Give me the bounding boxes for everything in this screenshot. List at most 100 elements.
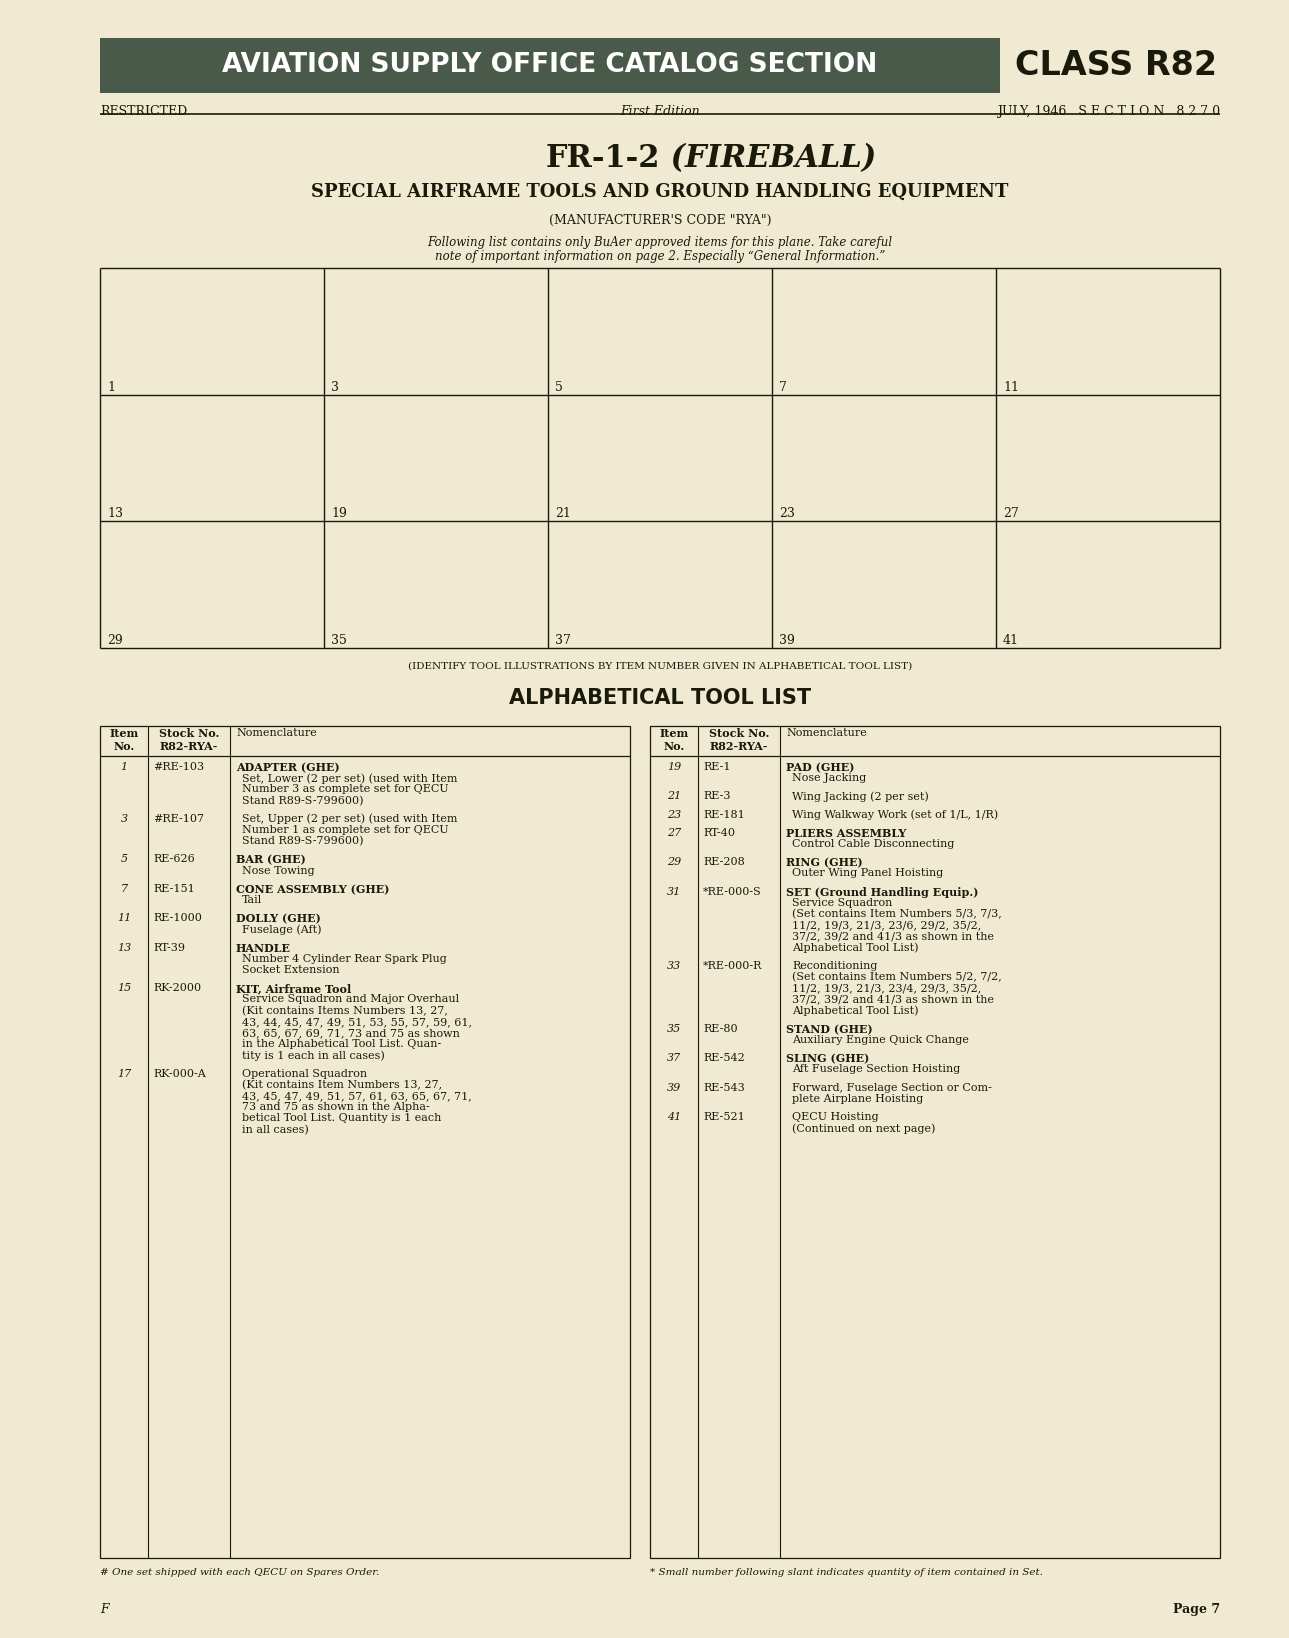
Text: 23: 23 bbox=[666, 809, 681, 819]
Text: SLING (GHE): SLING (GHE) bbox=[786, 1053, 869, 1065]
Bar bbox=[650, 726, 1219, 1558]
Text: 11: 11 bbox=[117, 914, 131, 924]
Text: Item
No.: Item No. bbox=[660, 727, 688, 752]
Bar bbox=[101, 38, 1000, 93]
Text: Stand R89-S-799600): Stand R89-S-799600) bbox=[242, 796, 363, 806]
Text: Nose Towing: Nose Towing bbox=[242, 865, 315, 876]
Text: note of important information on page 2. Especially “General Information.”: note of important information on page 2.… bbox=[434, 251, 886, 264]
Text: Item
No.: Item No. bbox=[110, 727, 139, 752]
Text: Stand R89-S-799600): Stand R89-S-799600) bbox=[242, 837, 363, 847]
Text: RE-3: RE-3 bbox=[703, 791, 731, 801]
Text: Control Cable Disconnecting: Control Cable Disconnecting bbox=[791, 839, 954, 848]
Text: (Set contains Item Numbers 5/2, 7/2,: (Set contains Item Numbers 5/2, 7/2, bbox=[791, 971, 1002, 983]
Text: Wing Walkway Work (set of 1/L, 1/R): Wing Walkway Work (set of 1/L, 1/R) bbox=[791, 809, 998, 821]
Text: 13: 13 bbox=[107, 508, 122, 521]
Text: 3: 3 bbox=[120, 814, 128, 824]
Text: Alphabetical Tool List): Alphabetical Tool List) bbox=[791, 942, 919, 953]
Text: 31: 31 bbox=[666, 886, 681, 896]
Text: (Continued on next page): (Continued on next page) bbox=[791, 1124, 936, 1133]
Text: RE-181: RE-181 bbox=[703, 809, 745, 819]
Text: RT-39: RT-39 bbox=[153, 942, 186, 953]
Text: 37/2, 39/2 and 41/3 as shown in the: 37/2, 39/2 and 41/3 as shown in the bbox=[791, 932, 994, 942]
Text: RE-1000: RE-1000 bbox=[153, 914, 202, 924]
Text: 33: 33 bbox=[666, 962, 681, 971]
Text: 17: 17 bbox=[117, 1068, 131, 1078]
Text: PAD (GHE): PAD (GHE) bbox=[786, 762, 855, 773]
Text: 5: 5 bbox=[556, 380, 563, 393]
Text: 7: 7 bbox=[120, 885, 128, 894]
Text: 11/2, 19/3, 21/3, 23/6, 29/2, 35/2,: 11/2, 19/3, 21/3, 23/6, 29/2, 35/2, bbox=[791, 921, 981, 930]
Text: #RE-107: #RE-107 bbox=[153, 814, 204, 824]
Text: 13: 13 bbox=[117, 942, 131, 953]
Text: Aft Fuselage Section Hoisting: Aft Fuselage Section Hoisting bbox=[791, 1065, 960, 1075]
Text: F: F bbox=[101, 1604, 108, 1617]
Text: betical Tool List. Quantity is 1 each: betical Tool List. Quantity is 1 each bbox=[242, 1114, 441, 1124]
Text: Alphabetical Tool List): Alphabetical Tool List) bbox=[791, 1006, 919, 1016]
Text: (Kit contains Item Numbers 13, 27,: (Kit contains Item Numbers 13, 27, bbox=[242, 1079, 442, 1091]
Text: RK-2000: RK-2000 bbox=[153, 983, 201, 993]
Text: #RE-103: #RE-103 bbox=[153, 762, 204, 771]
Text: RE-626: RE-626 bbox=[153, 855, 195, 865]
Text: 63, 65, 67, 69, 71, 73 and 75 as shown: 63, 65, 67, 69, 71, 73 and 75 as shown bbox=[242, 1029, 460, 1038]
Text: plete Airplane Hoisting: plete Airplane Hoisting bbox=[791, 1094, 923, 1104]
Text: STAND (GHE): STAND (GHE) bbox=[786, 1024, 873, 1035]
Text: (Set contains Item Numbers 5/3, 7/3,: (Set contains Item Numbers 5/3, 7/3, bbox=[791, 909, 1002, 919]
Text: 1: 1 bbox=[120, 762, 128, 771]
Text: Stock No.
R82-RYA-: Stock No. R82-RYA- bbox=[159, 727, 219, 752]
Text: CONE ASSEMBLY (GHE): CONE ASSEMBLY (GHE) bbox=[236, 885, 389, 894]
Text: BAR (GHE): BAR (GHE) bbox=[236, 855, 305, 865]
Text: QECU Hoisting: QECU Hoisting bbox=[791, 1112, 879, 1122]
Text: Tail: Tail bbox=[242, 894, 262, 906]
Text: tity is 1 each in all cases): tity is 1 each in all cases) bbox=[242, 1050, 384, 1061]
Text: PLIERS ASSEMBLY: PLIERS ASSEMBLY bbox=[786, 827, 906, 839]
Text: Number 1 as complete set for QECU: Number 1 as complete set for QECU bbox=[242, 826, 449, 835]
Text: 3: 3 bbox=[331, 380, 339, 393]
Text: *RE-000-R: *RE-000-R bbox=[703, 962, 762, 971]
Text: Set, Upper (2 per set) (used with Item: Set, Upper (2 per set) (used with Item bbox=[242, 814, 458, 824]
Text: RING (GHE): RING (GHE) bbox=[786, 857, 862, 868]
Text: SET (Ground Handling Equip.): SET (Ground Handling Equip.) bbox=[786, 886, 978, 898]
Text: in the Alphabetical Tool List. Quan-: in the Alphabetical Tool List. Quan- bbox=[242, 1038, 441, 1050]
Text: 5: 5 bbox=[120, 855, 128, 865]
Text: Auxiliary Engine Quick Change: Auxiliary Engine Quick Change bbox=[791, 1035, 969, 1045]
Text: 19: 19 bbox=[666, 762, 681, 771]
Text: 11/2, 19/3, 21/3, 23/4, 29/3, 35/2,: 11/2, 19/3, 21/3, 23/4, 29/3, 35/2, bbox=[791, 983, 981, 993]
Text: RE-208: RE-208 bbox=[703, 857, 745, 867]
Text: (Kit contains Items Numbers 13, 27,: (Kit contains Items Numbers 13, 27, bbox=[242, 1006, 447, 1016]
Text: 41: 41 bbox=[666, 1112, 681, 1122]
Text: 73 and 75 as shown in the Alpha-: 73 and 75 as shown in the Alpha- bbox=[242, 1102, 429, 1112]
Text: 1: 1 bbox=[107, 380, 115, 393]
Text: Fuselage (Aft): Fuselage (Aft) bbox=[242, 924, 321, 935]
Text: Following list contains only BuAer approved items for this plane. Take careful: Following list contains only BuAer appro… bbox=[428, 236, 892, 249]
Text: JULY, 1946   S E C T I O N   8 2 7 0: JULY, 1946 S E C T I O N 8 2 7 0 bbox=[996, 105, 1219, 118]
Text: 29: 29 bbox=[107, 634, 122, 647]
Text: Nose Jacking: Nose Jacking bbox=[791, 773, 866, 783]
Text: Stock No.
R82-RYA-: Stock No. R82-RYA- bbox=[709, 727, 770, 752]
Text: (MANUFACTURER'S CODE "RYA"): (MANUFACTURER'S CODE "RYA") bbox=[549, 215, 771, 228]
Text: Number 3 as complete set for QECU: Number 3 as complete set for QECU bbox=[242, 785, 449, 794]
Text: ADAPTER (GHE): ADAPTER (GHE) bbox=[236, 762, 339, 773]
Text: HANDLE: HANDLE bbox=[236, 942, 291, 953]
Text: AVIATION SUPPLY OFFICE CATALOG SECTION: AVIATION SUPPLY OFFICE CATALOG SECTION bbox=[223, 52, 878, 79]
Text: 37/2, 39/2 and 41/3 as shown in the: 37/2, 39/2 and 41/3 as shown in the bbox=[791, 994, 994, 1004]
Text: Socket Extension: Socket Extension bbox=[242, 965, 339, 975]
Text: 39: 39 bbox=[666, 1083, 681, 1093]
Text: 37: 37 bbox=[666, 1053, 681, 1063]
Text: 37: 37 bbox=[556, 634, 571, 647]
Text: *RE-000-S: *RE-000-S bbox=[703, 886, 762, 896]
Text: 29: 29 bbox=[666, 857, 681, 867]
Text: 27: 27 bbox=[1003, 508, 1018, 521]
Text: KIT, Airframe Tool: KIT, Airframe Tool bbox=[236, 983, 351, 994]
Text: # One set shipped with each QECU on Spares Order.: # One set shipped with each QECU on Spar… bbox=[101, 1568, 379, 1577]
Text: DOLLY (GHE): DOLLY (GHE) bbox=[236, 914, 321, 924]
Text: Number 4 Cylinder Rear Spark Plug: Number 4 Cylinder Rear Spark Plug bbox=[242, 953, 447, 963]
Text: RK-000-A: RK-000-A bbox=[153, 1068, 206, 1078]
Text: 23: 23 bbox=[779, 508, 795, 521]
Text: RE-521: RE-521 bbox=[703, 1112, 745, 1122]
Text: Forward, Fuselage Section or Com-: Forward, Fuselage Section or Com- bbox=[791, 1083, 991, 1093]
Text: 21: 21 bbox=[666, 791, 681, 801]
Text: Page 7: Page 7 bbox=[1173, 1604, 1219, 1617]
Text: Nomenclature: Nomenclature bbox=[236, 727, 317, 739]
Text: 21: 21 bbox=[556, 508, 571, 521]
Text: RESTRICTED: RESTRICTED bbox=[101, 105, 187, 118]
